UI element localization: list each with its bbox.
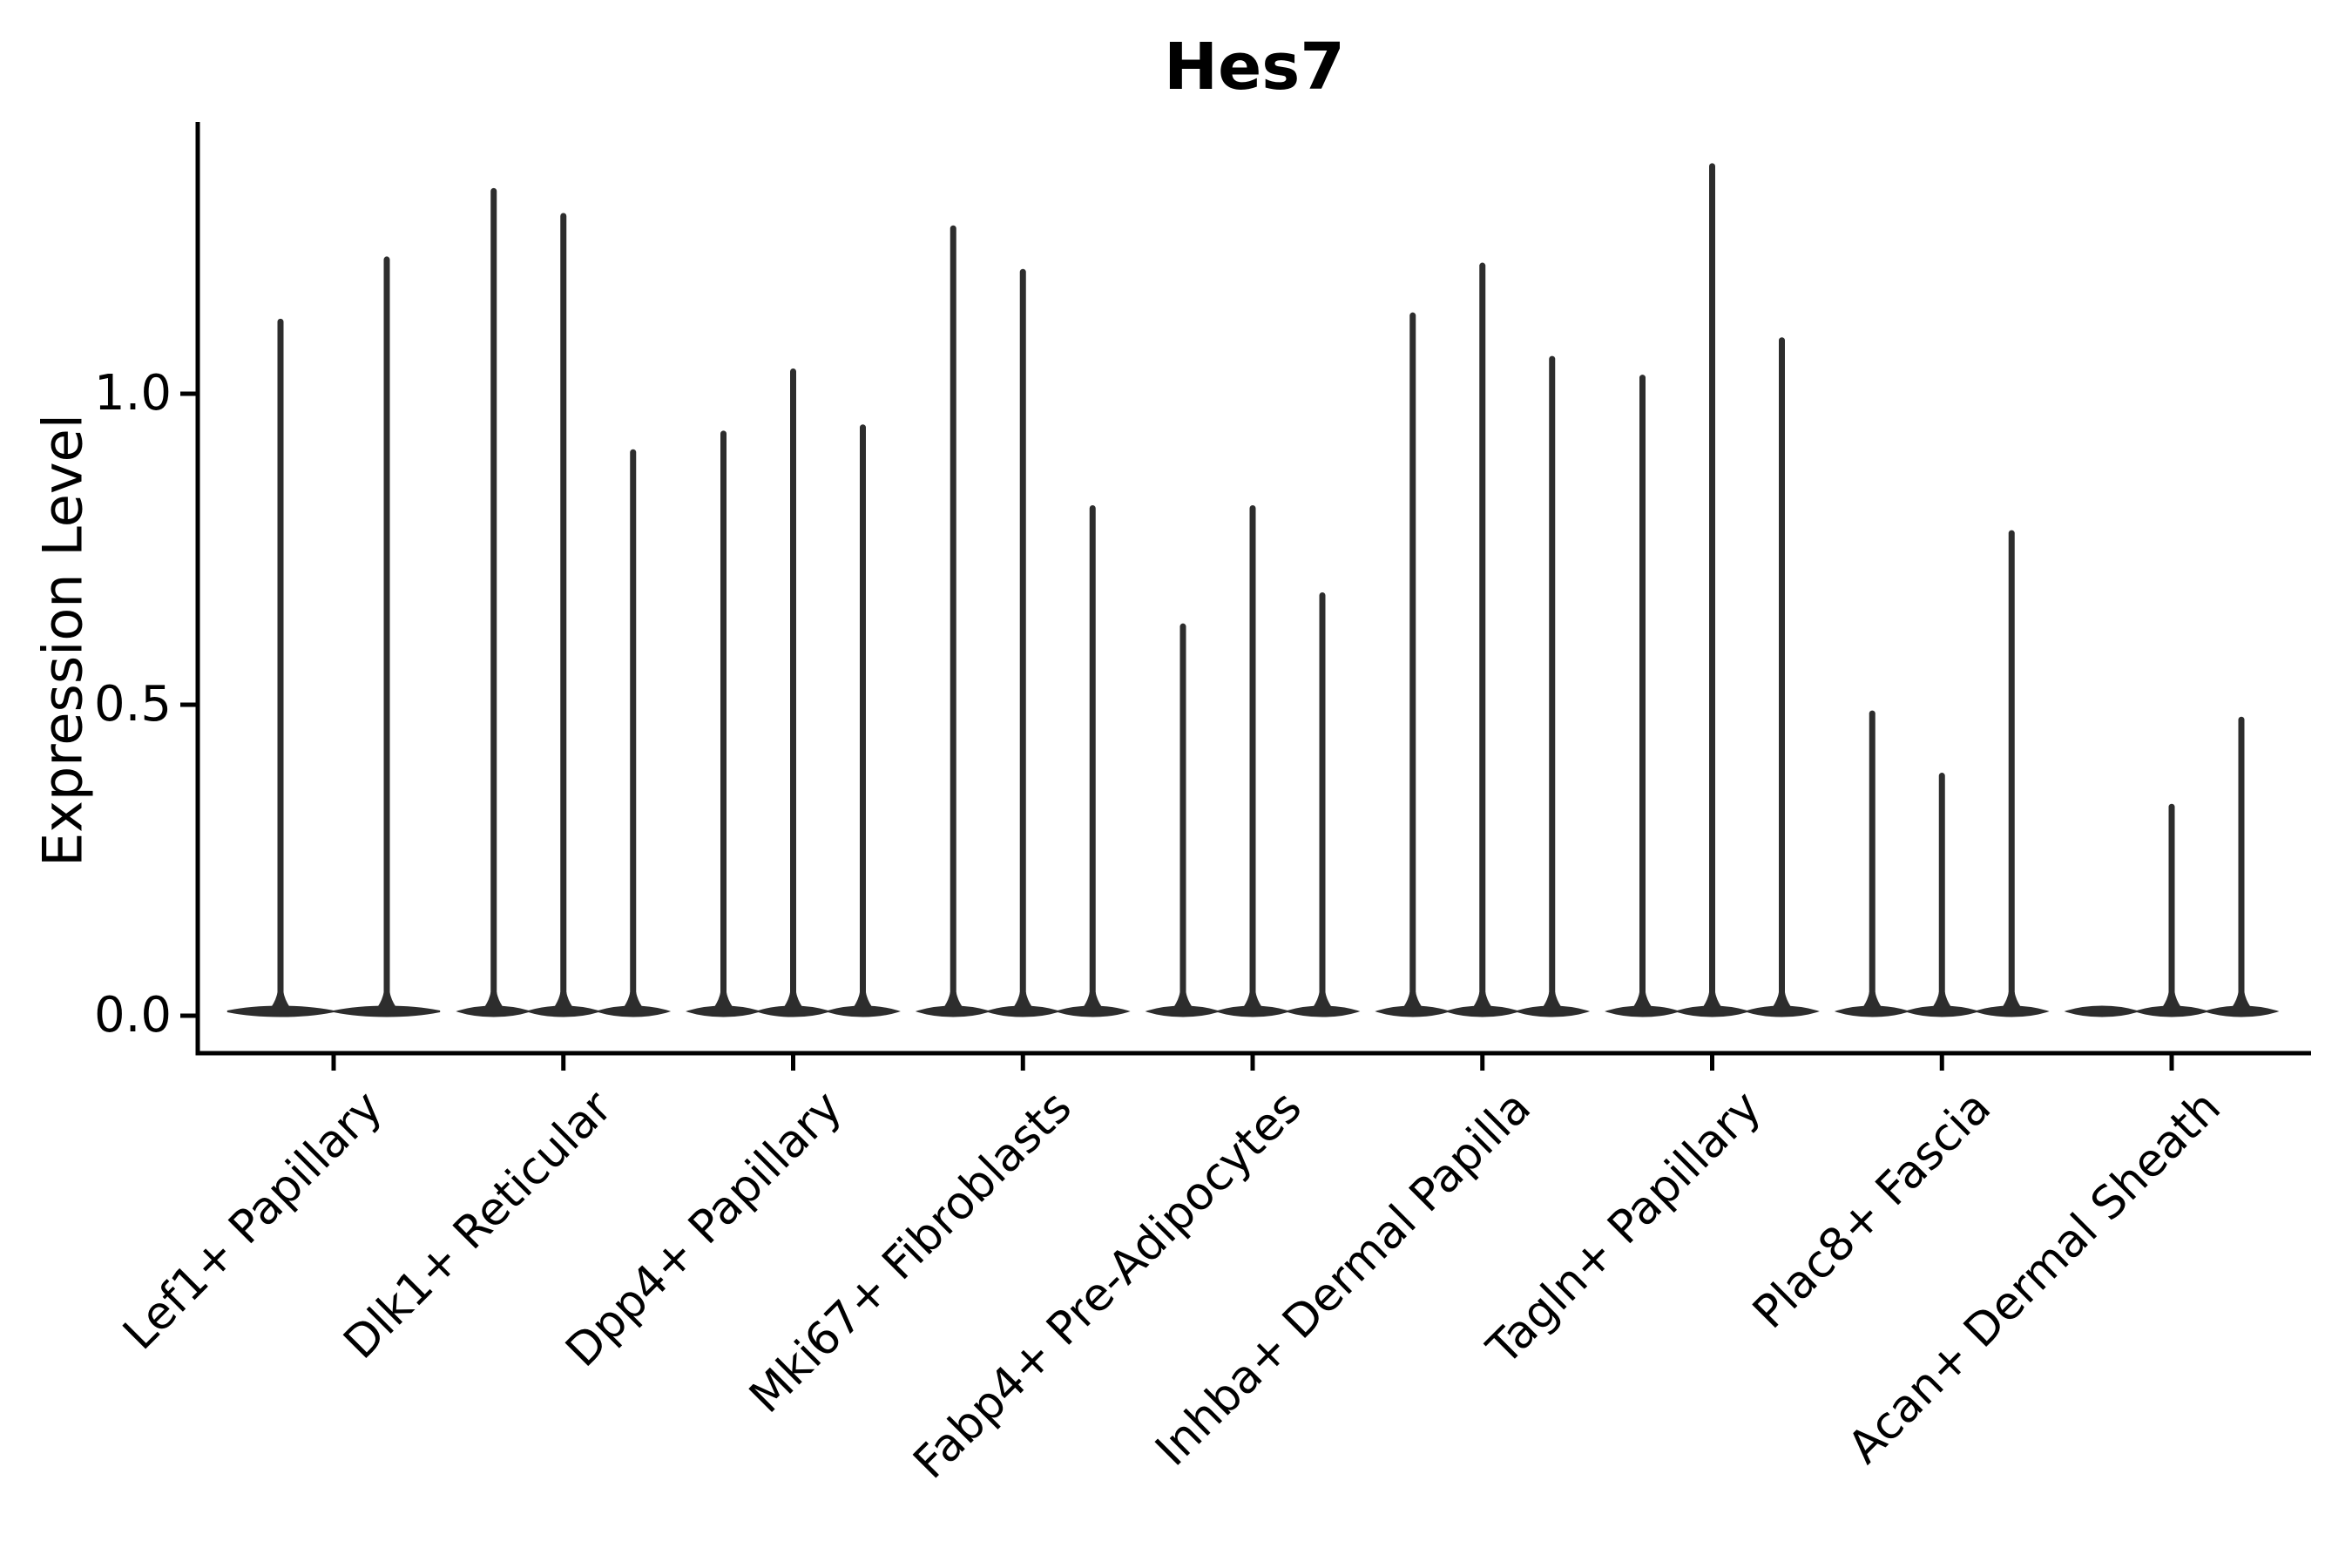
- y-tick-label: 0.5: [93, 676, 172, 733]
- violin-flare: [375, 992, 399, 1011]
- violin-body: [2064, 1005, 2140, 1017]
- violin-flare: [2159, 992, 2184, 1011]
- violin-flare: [1769, 992, 1794, 1011]
- violin-flare: [481, 992, 506, 1011]
- violins-layer: [226, 163, 2280, 1017]
- violin-group-3: [686, 368, 901, 1017]
- violin-flare: [1700, 992, 1725, 1011]
- violin-flare: [1539, 992, 1565, 1011]
- axes-layer: [180, 122, 2311, 1071]
- violin-flare: [268, 992, 293, 1011]
- violin-group-6: [1375, 262, 1591, 1017]
- violin-group-8: [1834, 530, 2050, 1017]
- violin-flare: [1080, 992, 1105, 1011]
- violin-flare: [1470, 992, 1495, 1011]
- violin-group-4: [915, 225, 1131, 1017]
- violin-group-1: [226, 256, 441, 1017]
- violin-flare: [1999, 992, 2024, 1011]
- violin-flare: [781, 992, 806, 1011]
- violin-flare: [2229, 992, 2254, 1011]
- y-tick-label: 1.0: [93, 365, 172, 422]
- violin-flare: [1630, 992, 1655, 1011]
- violin-group-5: [1145, 505, 1361, 1017]
- violin-flare: [620, 992, 645, 1011]
- violin-flare: [1171, 992, 1195, 1011]
- violin-group-7: [1605, 163, 1820, 1017]
- y-tick-label: 0.0: [93, 987, 172, 1044]
- violin-flare: [1400, 992, 1425, 1011]
- violin-flare: [551, 992, 576, 1011]
- violin-flare: [850, 992, 875, 1011]
- violin-group-9: [2064, 716, 2280, 1017]
- violin-flare: [1010, 992, 1036, 1011]
- violin-flare: [941, 992, 966, 1011]
- violin-flare: [1310, 992, 1335, 1011]
- violin-flare: [1240, 992, 1265, 1011]
- violin-group-2: [456, 187, 672, 1017]
- chart-title: Hes7: [1164, 30, 1345, 105]
- violin-flare: [711, 992, 736, 1011]
- violin-flare: [1860, 992, 1885, 1011]
- violin-flare: [1930, 992, 1955, 1011]
